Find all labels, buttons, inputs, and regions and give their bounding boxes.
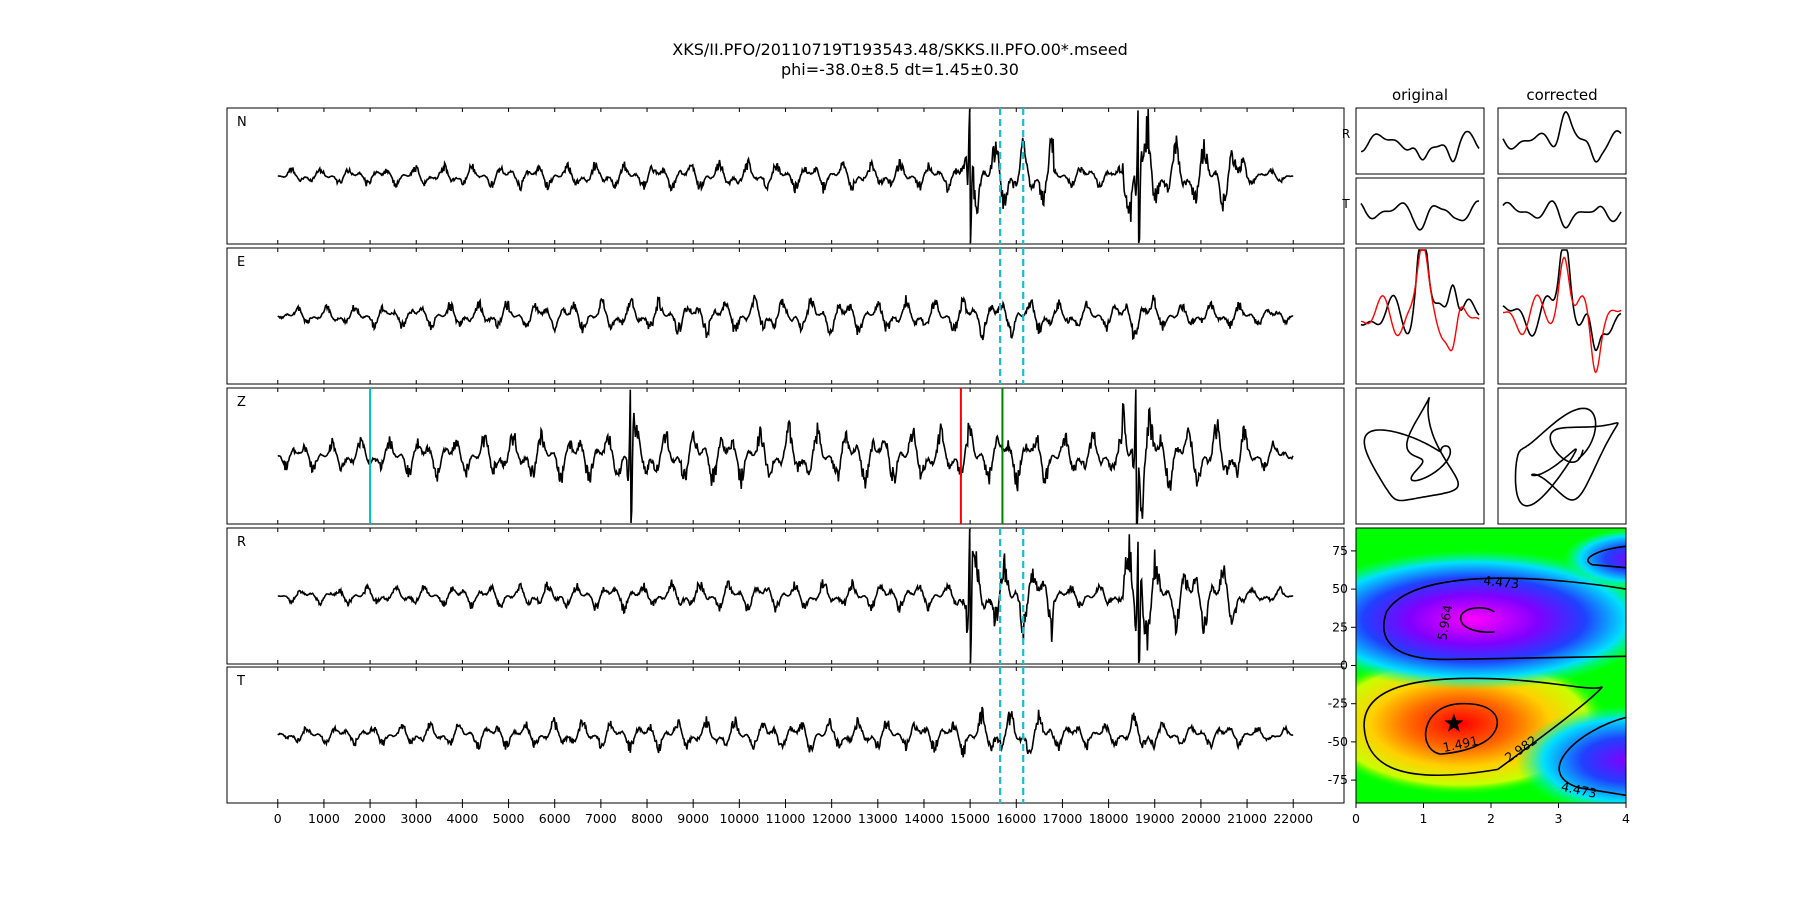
trace-label-n: N: [237, 115, 247, 130]
x-tick-label: 18000: [1089, 811, 1129, 826]
x-tick-label: 20000: [1181, 811, 1221, 826]
x-tick-label: 4000: [446, 811, 478, 826]
x-tick-label: 3000: [400, 811, 432, 826]
particle-motion-original: [1363, 397, 1459, 502]
minimum-star-marker: [1444, 713, 1464, 732]
x-tick-label: 21000: [1227, 811, 1267, 826]
title-block: XKS/II.PFO/20110719T193543.48/SKKS.II.PF…: [0, 40, 1800, 80]
surface-y-tick-label: 25: [1332, 619, 1348, 634]
waveform-z: [277, 389, 1294, 524]
x-tick-label: 12000: [812, 811, 852, 826]
comparison-frame-corrected-t: [1497, 177, 1627, 245]
x-tick-label: 7000: [585, 811, 617, 826]
particle-motion-corrected: [1514, 407, 1619, 507]
x-tick-label: 2000: [354, 811, 386, 826]
surface-y-tick-label: 75: [1332, 543, 1348, 558]
contour-label: 4.473: [1483, 573, 1520, 592]
comparison-trace-original-t: [1360, 200, 1480, 231]
overlay-trace-red-corrected: [1503, 256, 1622, 374]
waveform-t: [277, 706, 1294, 758]
x-tick-label: 10000: [719, 811, 759, 826]
figure-title: XKS/II.PFO/20110719T193543.48/SKKS.II.PF…: [672, 40, 1128, 59]
trace-label-r: R: [237, 535, 246, 550]
surface-x-tick-label: 0: [1352, 811, 1360, 826]
surface-x-tick-label: 3: [1555, 811, 1563, 826]
waveform-r: [277, 528, 1294, 664]
trace-label-e: E: [237, 255, 245, 270]
x-tick-label: 9000: [677, 811, 709, 826]
trace-panel-r: [226, 527, 1345, 665]
contour-5964: [1459, 606, 1495, 634]
x-tick-label: 22000: [1273, 811, 1313, 826]
column-title-original: original: [1392, 86, 1448, 104]
contour-4473-upper: [1383, 577, 1626, 661]
trace-label-t: T: [236, 674, 245, 689]
error-surface-fill: [1356, 528, 1626, 803]
surface-y-tick-label: 50: [1332, 581, 1348, 596]
particle-motion-frame-corrected: [1497, 387, 1627, 525]
x-tick-label: 0: [274, 811, 282, 826]
row-label-r: R: [1342, 127, 1350, 141]
particle-motion-frame-original: [1355, 387, 1485, 525]
surface-y-tick-label: -75: [1328, 772, 1348, 787]
overlay-frame-original: [1355, 247, 1485, 385]
surface-maximum-region-2: [1516, 705, 1626, 803]
waveform-e: [277, 294, 1294, 341]
trace-panel-t: [226, 666, 1345, 804]
trace-label-z: Z: [237, 395, 246, 410]
x-tick-label: 14000: [904, 811, 944, 826]
contour-label: 1.491: [1441, 733, 1479, 755]
figure-subtitle: phi=-38.0±8.5 dt=1.45±0.30: [781, 60, 1019, 79]
overlay-frame-corrected: [1497, 247, 1627, 385]
surface-y-tick-label: -50: [1328, 734, 1348, 749]
surface-x-tick-label: 2: [1487, 811, 1495, 826]
x-tick-label: 1000: [308, 811, 340, 826]
contour-2982: [1363, 677, 1603, 777]
x-tick-label: 8000: [631, 811, 663, 826]
contour-upper-right: [1587, 545, 1626, 569]
comparison-frame-original-r: [1355, 107, 1485, 175]
x-tick-label: 17000: [1043, 811, 1083, 826]
row-label-t: T: [1341, 197, 1350, 211]
contour-label: 4.473: [1560, 779, 1598, 801]
contour-lines: [1363, 545, 1626, 797]
surface-x-tick-label: 1: [1420, 811, 1428, 826]
contour-1491: [1425, 702, 1499, 755]
surface-maximum-region-3: [1562, 528, 1626, 589]
contour-4473-lower: [1558, 716, 1626, 797]
surface-y-tick-label: -25: [1328, 696, 1348, 711]
x-tick-label: 19000: [1135, 811, 1175, 826]
column-title-corrected: corrected: [1526, 86, 1597, 104]
overlay-trace-red-original: [1360, 249, 1480, 352]
surface-x-tick-label: 4: [1622, 811, 1630, 826]
comparison-frame-corrected-r: [1497, 107, 1627, 175]
overlay-trace-black-corrected: [1502, 249, 1622, 352]
x-tick-label: 11000: [766, 811, 806, 826]
trace-panel-z: [226, 387, 1345, 525]
x-tick-label: 13000: [858, 811, 898, 826]
x-tick-label: 15000: [950, 811, 990, 826]
comparison-trace-original-r: [1361, 130, 1480, 163]
x-tick-label: 16000: [996, 811, 1036, 826]
surface-y-tick-label: 0: [1340, 658, 1348, 673]
surface-maximum-region: [1356, 549, 1626, 690]
comparison-frame-original-t: [1355, 177, 1485, 245]
x-tick-label: 5000: [493, 811, 525, 826]
comparison-trace-corrected-r: [1502, 110, 1622, 163]
comparison-trace-corrected-t: [1502, 200, 1622, 229]
overlay-trace-black-original: [1360, 249, 1480, 335]
waveform-n: [277, 108, 1294, 244]
x-tick-label: 6000: [539, 811, 571, 826]
contour-label: 5.964: [1434, 604, 1455, 642]
trace-panel-n: [226, 107, 1345, 245]
